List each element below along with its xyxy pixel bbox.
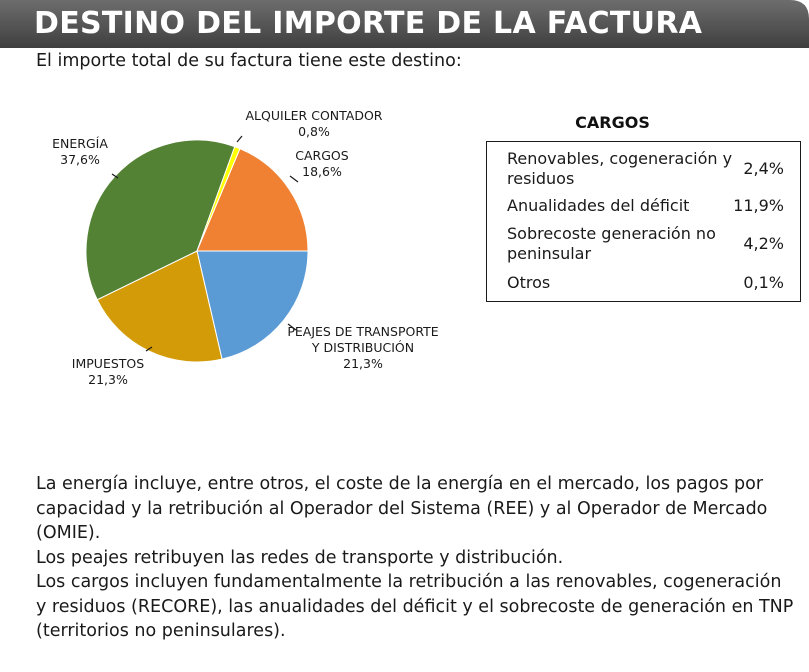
slice-value-label: 37,6%	[60, 152, 100, 167]
slice-name-label: Y DISTRIBUCIÓN	[311, 340, 414, 355]
slice-name-label: ALQUILER CONTADOR	[246, 108, 383, 123]
page-title: DESTINO DEL IMPORTE DE LA FACTURA	[34, 6, 703, 41]
leader-line	[289, 175, 299, 183]
leader-line	[111, 173, 119, 179]
cargos-row-value: 0,1%	[743, 273, 784, 292]
slice-name-label: IMPUESTOS	[72, 356, 144, 371]
cargos-row: Anualidades del déficit 11,9%	[487, 192, 800, 220]
cargos-row-value: 4,2%	[743, 234, 784, 253]
cargos-table: Renovables, cogeneración y residuos 2,4%…	[486, 141, 801, 302]
slice-name-label: CARGOS	[295, 148, 348, 163]
slice-value-label: 18,6%	[302, 164, 342, 179]
slice-value-label: 21,3%	[343, 356, 383, 371]
pie-slice	[96, 250, 223, 363]
pie-slice	[85, 139, 236, 301]
cargos-row-name: Renovables, cogeneración y residuos	[507, 149, 733, 188]
cargos-row-name: Sobrecoste generación no peninsular	[507, 224, 716, 263]
pie-slice	[196, 147, 309, 252]
cargos-row-value: 11,9%	[733, 196, 784, 215]
leader-line	[287, 323, 297, 331]
cargos-row-name: Otros	[507, 273, 551, 292]
header-banner-shape	[0, 0, 809, 48]
note-paragraph: Los cargos incluyen fundamentalmente la …	[36, 572, 794, 641]
slice-name-label: ENERGÍA	[52, 136, 108, 151]
slice-value-label: 0,8%	[298, 124, 330, 139]
subtitle: El importe total de su factura tiene est…	[36, 51, 462, 71]
note-paragraph: Los peajes retribuyen las redes de trans…	[36, 547, 564, 568]
cargos-row: Otros 0,1%	[487, 268, 800, 298]
header-bar: DESTINO DEL IMPORTE DE LA FACTURA	[0, 0, 809, 48]
leader-line	[236, 135, 243, 143]
explanatory-notes: La energía incluye, entre otros, el cost…	[36, 472, 796, 644]
note-paragraph: La energía incluye, entre otros, el cost…	[36, 474, 768, 543]
slice-name-label: PEAJES DE TRANSPORTE	[287, 324, 438, 339]
cargos-title: CARGOS	[575, 113, 650, 132]
cargos-row: Sobrecoste generación no peninsular 4,2%	[487, 220, 800, 268]
cargos-row: Renovables, cogeneración y residuos 2,4%	[487, 146, 800, 192]
cargos-row-value: 2,4%	[743, 159, 784, 178]
pie-slice	[196, 250, 309, 360]
cargos-row-name: Anualidades del déficit	[507, 196, 690, 215]
leader-line	[145, 346, 153, 352]
slice-value-label: 21,3%	[88, 372, 128, 387]
